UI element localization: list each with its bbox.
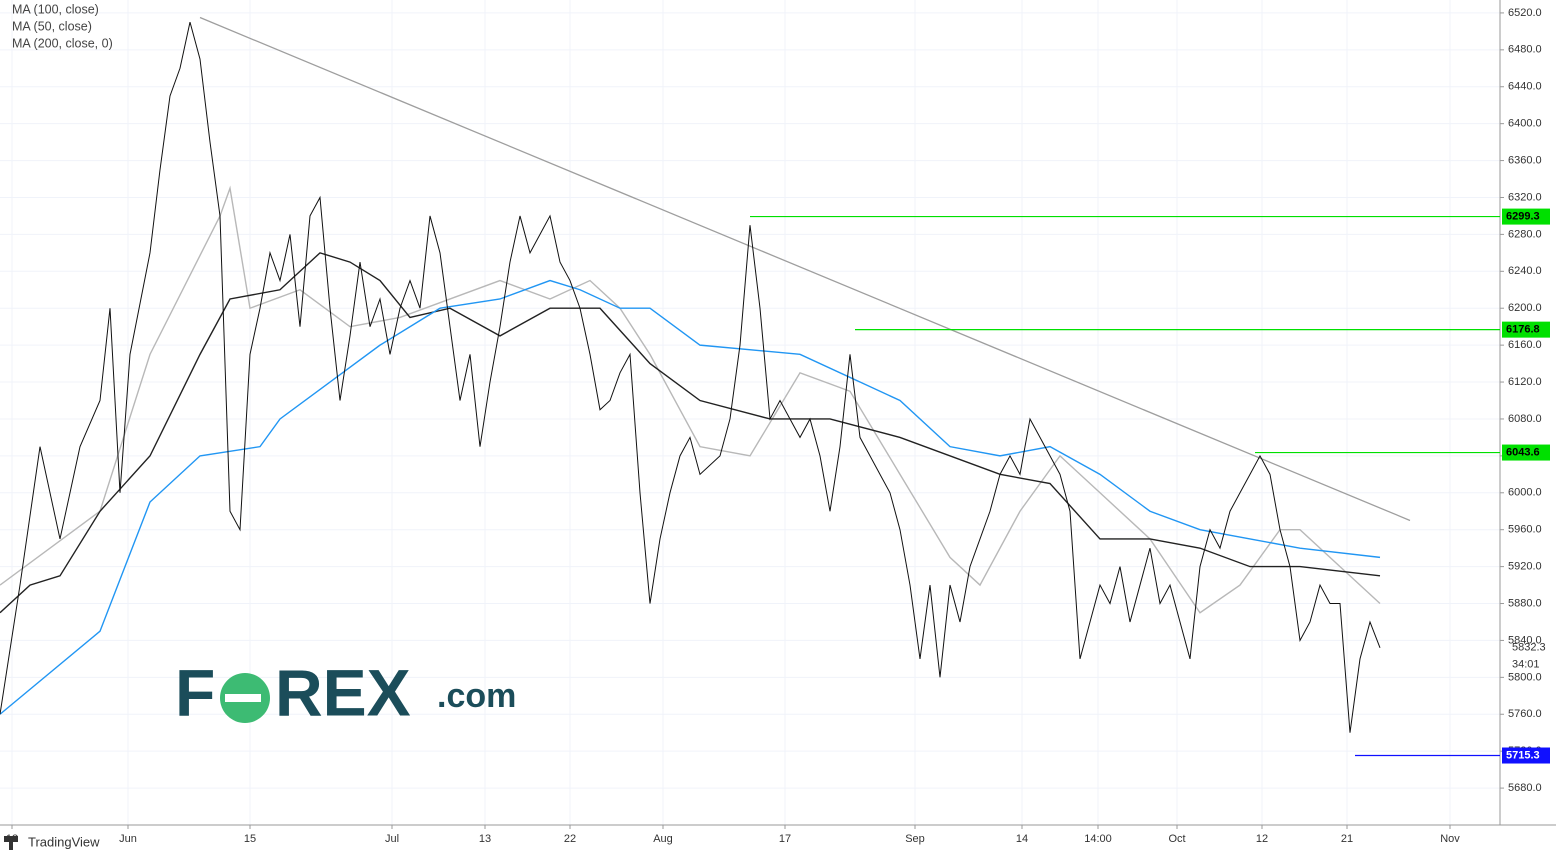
x-tick-label: Jul: [385, 833, 399, 845]
logo-f: F: [175, 655, 215, 729]
footer-icon: [4, 836, 18, 850]
logo-rex: REX: [275, 655, 411, 729]
x-tick-label: Oct: [1168, 833, 1185, 845]
level-label-bg: [1502, 208, 1550, 225]
y-tick-label: 6280.0: [1508, 228, 1542, 240]
price-line: [0, 22, 1381, 733]
y-tick-label: 5880.0: [1508, 597, 1542, 609]
x-tick-label: 12: [1256, 833, 1268, 845]
grid: [0, 0, 1500, 825]
level-label: 6043.6: [1506, 446, 1540, 458]
y-tick-label: 6520.0: [1508, 7, 1542, 19]
logo-o-bar: [225, 694, 261, 702]
logo-com: .com: [437, 677, 516, 715]
x-tick-label: 14:00: [1084, 833, 1112, 845]
x-tick-label: 22: [564, 833, 576, 845]
x-tick-label: 14: [1016, 833, 1028, 845]
y-tick-label: 6120.0: [1508, 376, 1542, 388]
level-label: 6176.8: [1506, 324, 1540, 336]
x-tick-label: Jun: [119, 833, 137, 845]
y-tick-label: 5800.0: [1508, 671, 1542, 683]
y-tick-label: 5920.0: [1508, 561, 1542, 573]
y-tick-label: 6240.0: [1508, 265, 1542, 277]
level-label: 5715.3: [1506, 749, 1540, 761]
y-tick-label: 6000.0: [1508, 487, 1542, 499]
legend-entry: MA (200, close, 0): [12, 36, 113, 50]
level-label-bg: [1502, 321, 1550, 338]
x-tick-label: 15: [244, 833, 256, 845]
y-tick-label: 6320.0: [1508, 191, 1542, 203]
logo: F REX .com: [175, 655, 516, 729]
x-tick-label: 13: [479, 833, 491, 845]
y-tick-label: 6440.0: [1508, 81, 1542, 93]
legend-entry: MA (100, close): [12, 2, 99, 16]
y-tick-label: 5680.0: [1508, 782, 1542, 794]
y-tick-label: 6360.0: [1508, 154, 1542, 166]
y-tick-label: 6080.0: [1508, 413, 1542, 425]
footer: TradingView: [28, 834, 100, 849]
y-tick-label: 5960.0: [1508, 524, 1542, 536]
x-tick-label: 18: [6, 833, 18, 845]
y-tick-label: 6160.0: [1508, 339, 1542, 351]
level-label: 6299.3: [1506, 210, 1540, 222]
y-tick-label: 6480.0: [1508, 44, 1542, 56]
y-tick-label: 6200.0: [1508, 302, 1542, 314]
y-tick-label: 5840.0: [1508, 634, 1542, 646]
ma-line: [0, 252, 1381, 614]
level-label-bg: [1502, 747, 1550, 764]
x-tick-label: Sep: [905, 833, 925, 845]
y-tick-label: 5760.0: [1508, 708, 1542, 720]
legend-entry: MA (50, close): [12, 19, 92, 33]
x-tick-label: Nov: [1440, 833, 1460, 845]
y-tick-label: 6400.0: [1508, 118, 1542, 130]
last-price-label: 5832.3: [1512, 641, 1546, 653]
ma-line: [0, 185, 1381, 614]
level-label-bg: [1502, 444, 1550, 461]
x-tick-label: 17: [779, 833, 791, 845]
x-tick-label: Aug: [653, 833, 673, 845]
trendline: [199, 16, 1411, 522]
countdown: 34:01: [1512, 658, 1540, 670]
ma-line: [0, 279, 1381, 715]
x-tick-label: 21: [1341, 833, 1353, 845]
